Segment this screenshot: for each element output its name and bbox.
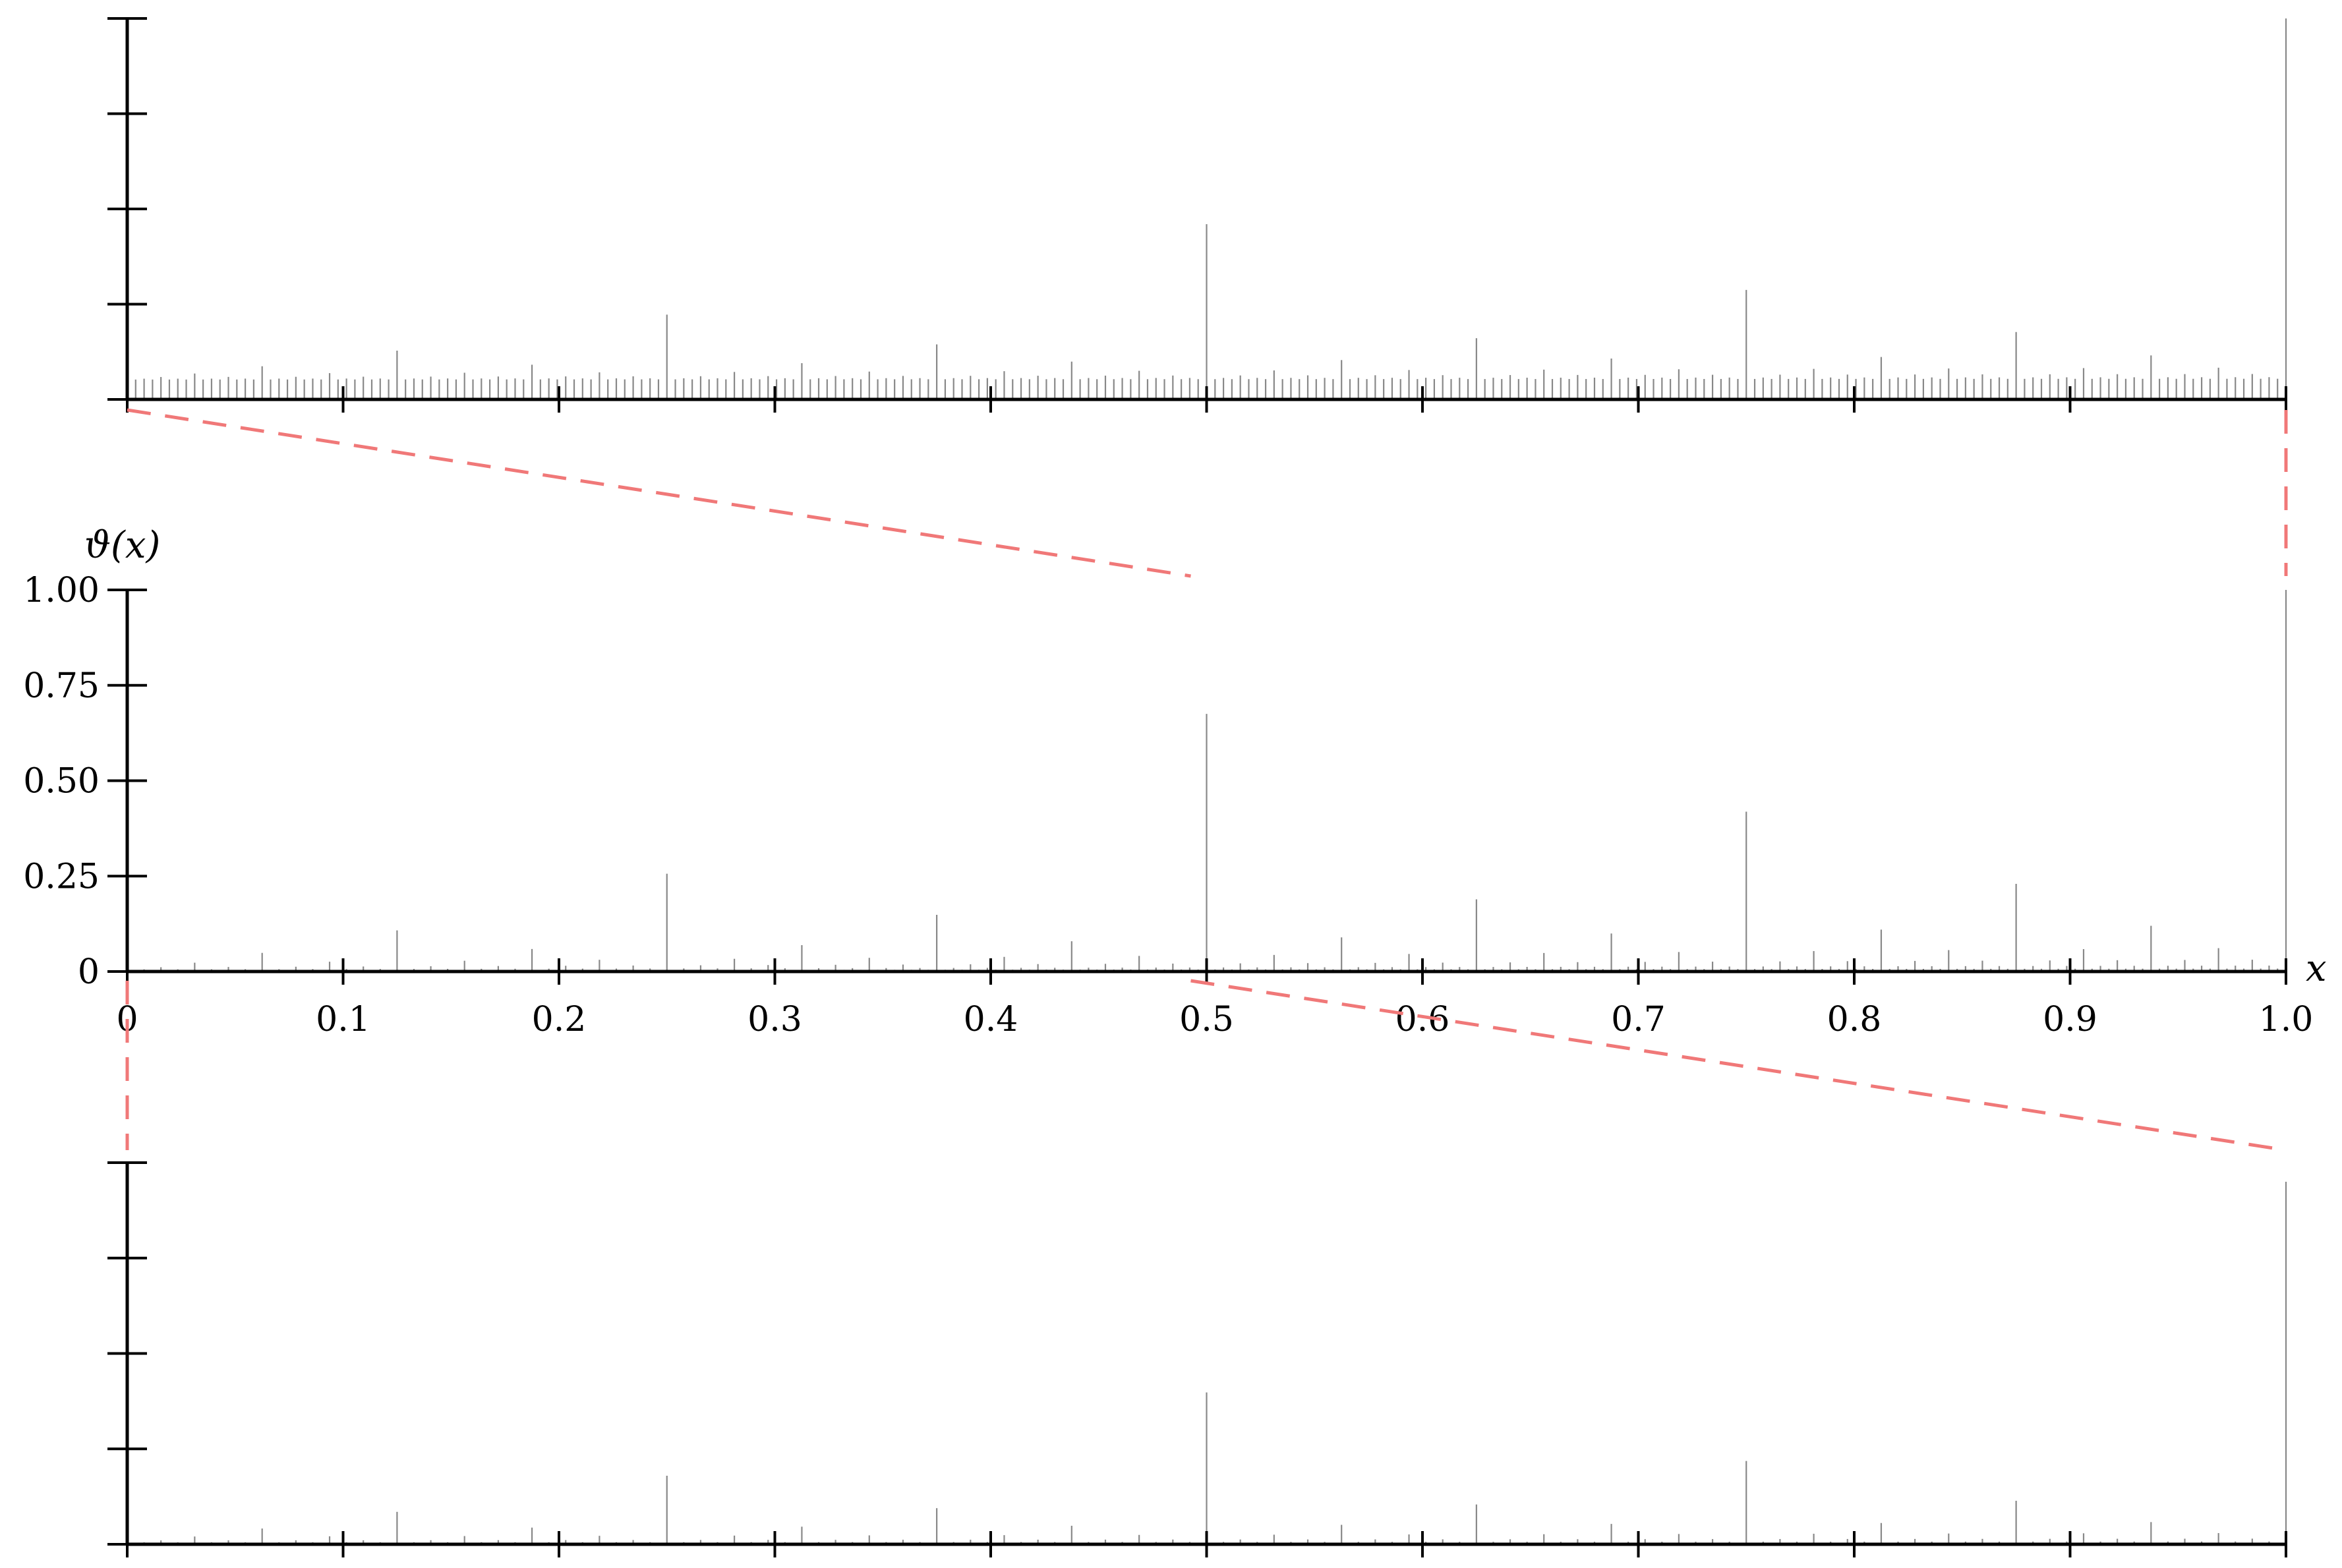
x-tick-label: 0.7 (1611, 1000, 1666, 1039)
x-tick-label: 0.8 (1827, 1000, 1882, 1039)
x-tick-label: 0.5 (1179, 1000, 1234, 1039)
y-axis-label: ϑ(x) (84, 524, 160, 567)
top-panel (107, 17, 2287, 413)
y-tick-label: 1.00 (23, 571, 100, 610)
x-axis-label: x (2306, 947, 2327, 990)
y-tick-label: 0.75 (23, 666, 100, 706)
x-tick-label: 0.9 (2043, 1000, 2097, 1039)
zoom-connector-lines (125, 408, 2288, 1152)
x-tick-label: 0.1 (316, 1000, 370, 1039)
zoom-connector (127, 408, 1191, 578)
x-tick-label: 0.3 (747, 1000, 802, 1039)
zoom-connector (1190, 979, 2287, 1152)
y-tick-label: 0 (78, 952, 100, 992)
x-tick-label: 0.6 (1395, 1000, 1450, 1039)
x-tick-label: 1.0 (2259, 1000, 2314, 1039)
y-tick-label: 0.25 (23, 857, 100, 896)
bottom-panel (107, 1161, 2287, 1557)
x-tick-label: 0.4 (964, 1000, 1018, 1039)
middle-panel: 0 0.1 0.2 0.3 0.4 0.5 0.6 0.7 0.8 0.9 1.00 0.25 0.50… (23, 571, 2313, 1039)
x-tick-label: 0.2 (532, 1000, 587, 1039)
y-tick-label: 0.50 (23, 762, 100, 801)
